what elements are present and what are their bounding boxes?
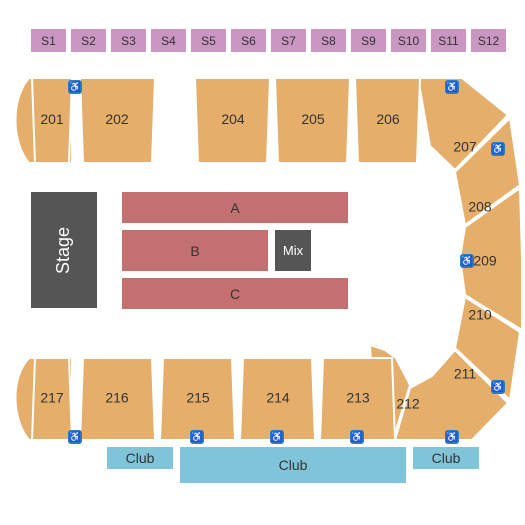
bowl-label: 210 xyxy=(468,307,492,323)
bowl-label: 212 xyxy=(396,396,420,412)
ada-icon xyxy=(491,380,505,394)
club-section[interactable]: Club xyxy=(411,445,481,471)
bowl-label: 211 xyxy=(454,366,477,382)
bowl-label: 204 xyxy=(221,111,245,127)
stage-label: Stage xyxy=(53,226,74,273)
mix-label: Mix xyxy=(283,243,303,258)
ada-icon xyxy=(445,80,459,94)
bowl-label: 202 xyxy=(105,111,129,127)
ada-icon xyxy=(270,430,284,444)
bowl-label: 217 xyxy=(40,390,64,406)
ada-icon xyxy=(68,430,82,444)
bowl-label: 205 xyxy=(301,111,325,127)
bowl-label: 215 xyxy=(186,390,210,406)
floor-section[interactable]: A xyxy=(120,190,350,225)
mix-section[interactable]: Mix xyxy=(273,228,313,273)
club-section[interactable]: Club xyxy=(105,445,175,471)
bowl-label: 216 xyxy=(105,390,129,406)
stage[interactable]: Stage xyxy=(29,190,99,310)
bowl-label: 208 xyxy=(468,199,492,215)
bowl-label: 207 xyxy=(453,139,477,155)
ada-icon xyxy=(190,430,204,444)
seating-chart: S1S2S3S4S5S6S7S8S9S10S11S12 201202204205… xyxy=(0,0,525,525)
ada-icon xyxy=(491,142,505,156)
ada-icon xyxy=(460,254,474,268)
bowl-label: 201 xyxy=(40,111,64,127)
bowl-label: 209 xyxy=(473,253,497,269)
ada-icon xyxy=(68,80,82,94)
club-section[interactable]: Club xyxy=(178,445,408,485)
floor-section[interactable]: B xyxy=(120,228,270,273)
bowl-label: 214 xyxy=(266,390,290,406)
floor-section[interactable]: C xyxy=(120,276,350,311)
bowl-label: 206 xyxy=(376,111,400,127)
ada-icon xyxy=(350,430,364,444)
ada-icon xyxy=(445,430,459,444)
bowl-label: 213 xyxy=(346,390,370,406)
